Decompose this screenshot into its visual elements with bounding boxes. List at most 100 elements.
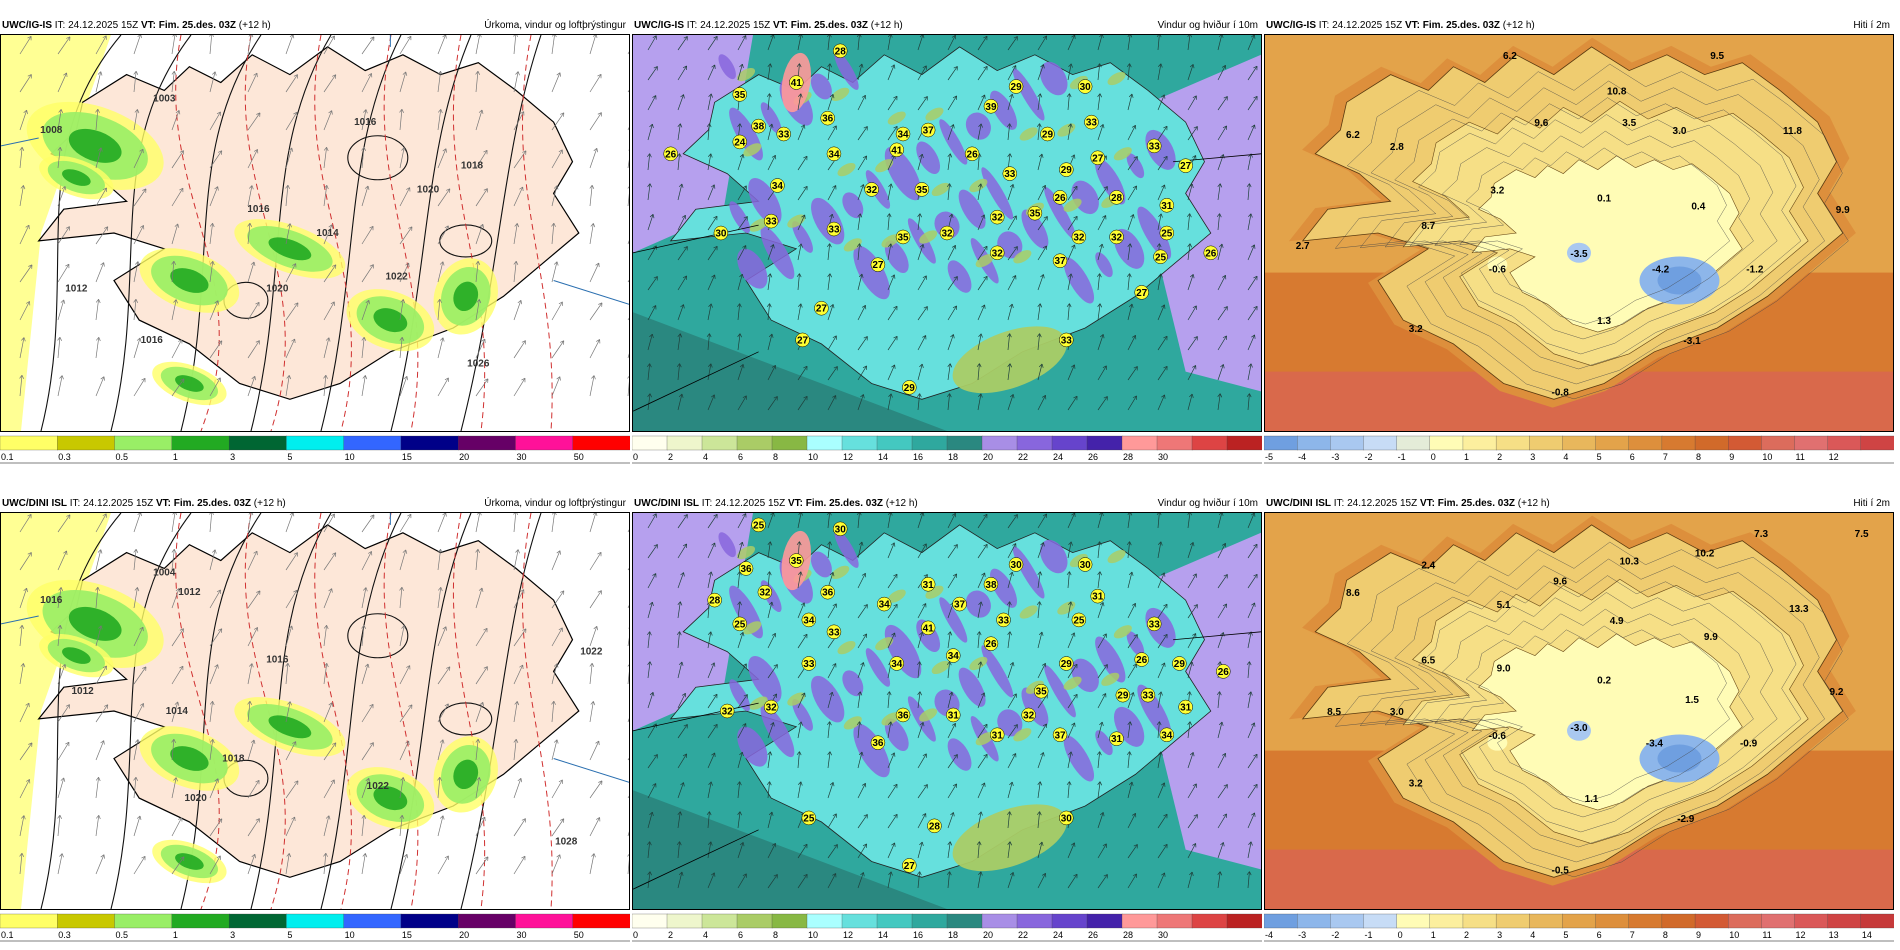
- map-value-label: 3.2: [1409, 324, 1423, 335]
- valid-time: Fim. 25.des. 03Z: [173, 498, 252, 509]
- map-value-label: -0.6: [1489, 731, 1507, 742]
- colorbar-swatch: [876, 913, 913, 929]
- svg-text:32: 32: [722, 707, 734, 718]
- svg-text:34: 34: [891, 659, 903, 670]
- svg-text:-0.6: -0.6: [1489, 265, 1507, 276]
- map-value-label: 3.0: [1390, 707, 1404, 718]
- svg-text:41: 41: [791, 78, 803, 89]
- colorbar-swatch: [1860, 913, 1894, 929]
- svg-text:1020: 1020: [417, 184, 440, 195]
- svg-text:3.2: 3.2: [1409, 324, 1423, 335]
- colorbar-tick-label: 0.3: [58, 452, 71, 462]
- svg-text:34: 34: [772, 181, 784, 192]
- colorbar-tick-label: 15: [402, 930, 412, 940]
- svg-text:31: 31: [992, 730, 1004, 741]
- colorbar-swatch: [1761, 435, 1796, 451]
- colorbar-swatch: [1794, 435, 1829, 451]
- colorbar-tick-label: 20: [459, 930, 469, 940]
- colorbar-tick-label: 2: [1497, 452, 1502, 462]
- svg-text:34: 34: [1161, 730, 1173, 741]
- colorbar-tick-label: 22: [1018, 930, 1028, 940]
- colorbar-swatch: [1016, 435, 1053, 451]
- colorbar-swatch: [701, 913, 738, 929]
- colorbar-tick-label: 50: [574, 452, 584, 462]
- colorbar-swatch: [736, 435, 773, 451]
- map-area[interactable]: 28 35 41 26 24 38 33 36 34 29 30 39 37 34 29 33 41 26 33 29…: [632, 34, 1262, 432]
- colorbar-swatch: [1495, 913, 1530, 929]
- colorbar-tick-label: -3: [1298, 930, 1306, 940]
- colorbar-swatch: [1628, 913, 1663, 929]
- colorbar-tick-label: 6: [1597, 930, 1602, 940]
- colorbar-tick-label: 0: [633, 930, 638, 940]
- svg-text:35: 35: [897, 232, 909, 243]
- svg-text:31: 31: [948, 710, 960, 721]
- map-value-label: 36: [820, 584, 835, 600]
- svg-text:33: 33: [828, 627, 840, 638]
- panel-wind-ig-is: UWC/IG-IS IT: 24.12.2025 15Z VT: Fim. 25…: [632, 18, 1262, 468]
- svg-text:1022: 1022: [386, 272, 409, 283]
- lead-time: (+12 h): [253, 498, 286, 509]
- svg-text:25: 25: [1161, 229, 1173, 240]
- colorbar-tick-label: 16: [913, 452, 923, 462]
- svg-text:29: 29: [904, 383, 916, 394]
- map-value-label: 8.6: [1346, 588, 1360, 599]
- colorbar-swatch: [286, 435, 345, 451]
- map-value-label: 1016: [40, 595, 63, 606]
- valid-label: VT:: [140, 20, 156, 31]
- colorbar-tick-label: 12: [843, 452, 853, 462]
- colorbar-tick-label: 0.1: [1, 452, 14, 462]
- map-value-label: 3.2: [1490, 185, 1504, 196]
- map-value-label: -1.2: [1746, 265, 1764, 276]
- svg-text:26: 26: [967, 149, 979, 160]
- colorbar-swatch: [1226, 435, 1262, 451]
- panel-precip-ig-is: UWC/IG-IS IT: 24.12.2025 15Z VT: Fim. 25…: [0, 18, 630, 468]
- colorbar-swatch: [114, 435, 173, 451]
- colorbar-swatch: [1297, 435, 1331, 451]
- panel-title: UWC/DINI ISL IT: 24.12.2025 15Z VT: Fim.…: [0, 496, 630, 512]
- svg-text:35: 35: [734, 90, 746, 101]
- svg-text:10.2: 10.2: [1695, 549, 1715, 560]
- map-area[interactable]: 6.2 9.5 10.8 9.6 3.5 3.0 11.8 6.2 2.8 3.2 0.1 0.4 9.…: [1264, 34, 1894, 432]
- svg-text:35: 35: [916, 185, 928, 196]
- svg-text:1012: 1012: [178, 587, 201, 598]
- map-area[interactable]: 25 30 36 35 30 30 28 32 36 31 38 31 25 34 34 37 33 25 33 33…: [632, 512, 1262, 910]
- svg-text:0.2: 0.2: [1597, 675, 1611, 686]
- map-value-label: 27: [870, 257, 886, 272]
- colorbar-swatch: [1595, 913, 1630, 929]
- colorbar-tick-label: 9: [1696, 930, 1701, 940]
- map-value-label: 1.5: [1685, 695, 1699, 706]
- map-value-label: 6.2: [1503, 51, 1517, 62]
- map-area[interactable]: 1003 1008 1016 1018 1020 1016 1014 1022 1020 1016…: [0, 34, 630, 432]
- colorbar-swatch: [458, 435, 517, 451]
- colorbar-swatch: [981, 435, 1018, 451]
- colorbar-swatch: [806, 435, 843, 451]
- svg-text:27: 27: [797, 335, 809, 346]
- map-value-label: 9.9: [1836, 205, 1850, 216]
- svg-text:36: 36: [822, 114, 834, 125]
- map-value-label: 33: [776, 126, 791, 142]
- svg-text:0.1: 0.1: [1597, 193, 1611, 204]
- colorbar-swatch: [0, 435, 58, 451]
- map-value-label: 25: [1159, 225, 1175, 241]
- colorbar-tick-label: 14: [878, 930, 888, 940]
- map-value-label: 33: [1140, 687, 1156, 703]
- valid-time: Fim. 25.des. 03Z: [1437, 498, 1516, 509]
- map-area[interactable]: 7.3 7.5 2.4 10.3 10.2 8.6 5.1 9.6 4.9 13.3 9.9 6.5 9…: [1264, 512, 1894, 910]
- map-value-label: 1022: [580, 647, 603, 658]
- valid-time: Fim. 25.des. 03Z: [805, 498, 884, 509]
- svg-text:35: 35: [791, 556, 803, 567]
- map-value-label: 8.5: [1327, 707, 1341, 718]
- colorbar-swatch: [1827, 435, 1862, 451]
- svg-text:13.3: 13.3: [1789, 604, 1809, 615]
- colorbar-tick-label: 12: [1829, 452, 1839, 462]
- colorbar-tick-label: 3: [230, 930, 235, 940]
- map-area[interactable]: 1004 1016 1012 1016 1012 1014 1018 1020 1022 1028…: [0, 512, 630, 910]
- colorbar-swatch: [1051, 913, 1088, 929]
- svg-text:9.6: 9.6: [1534, 118, 1548, 129]
- svg-text:1018: 1018: [461, 161, 484, 172]
- panel-title: UWC/IG-IS IT: 24.12.2025 15Z VT: Fim. 25…: [1264, 18, 1894, 34]
- svg-text:33: 33: [1004, 169, 1016, 180]
- svg-text:36: 36: [897, 710, 909, 721]
- colorbar-swatch: [343, 913, 402, 929]
- svg-text:31: 31: [1111, 734, 1123, 745]
